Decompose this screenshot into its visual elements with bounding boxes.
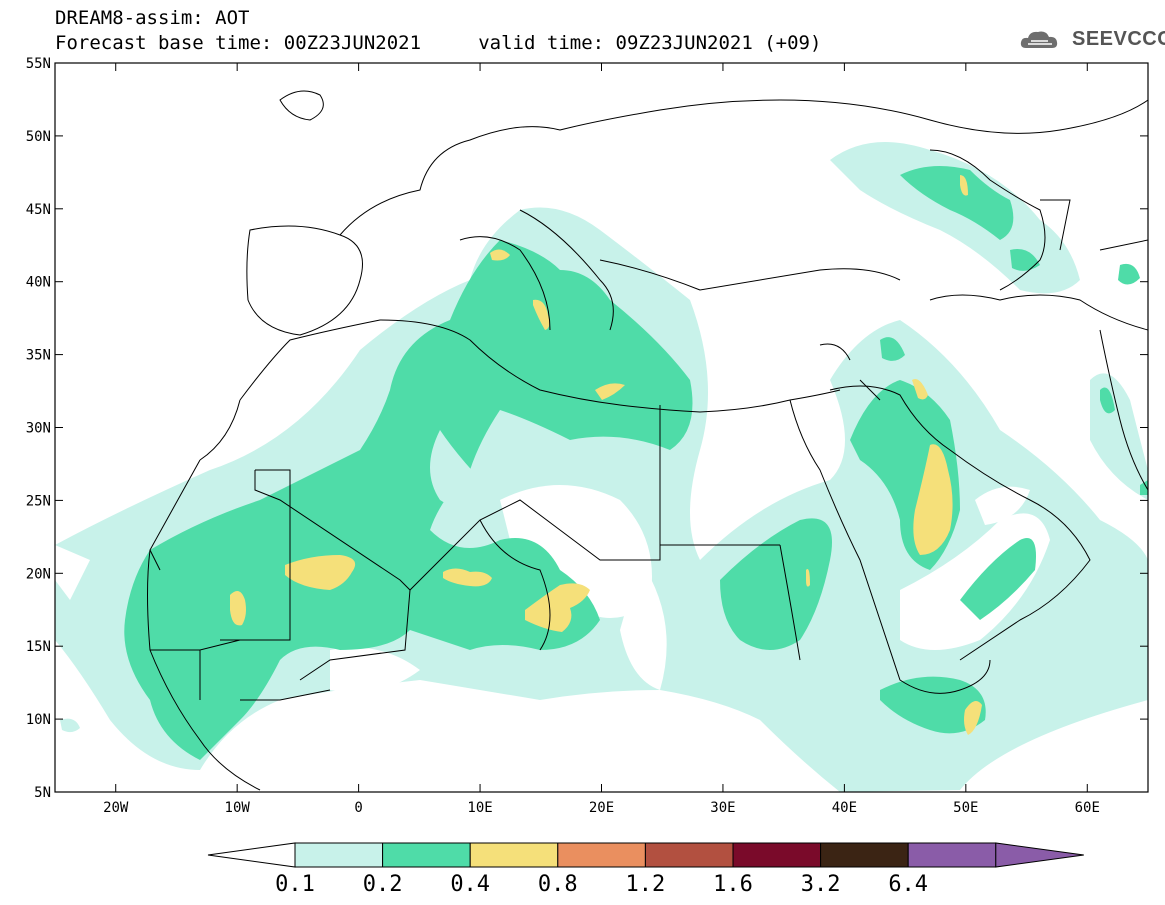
- colorbar-label: 0.8: [538, 872, 578, 897]
- seevccc-logo-text: SEEVCCC: [1072, 28, 1165, 50]
- colorbar-label: 3.2: [801, 872, 841, 897]
- lat-tick-label: 30N: [26, 421, 51, 437]
- lat-tick-label: 55N: [26, 56, 51, 72]
- lat-tick-label: 5N: [34, 785, 51, 801]
- colorbar-label: 6.4: [888, 872, 928, 897]
- lat-tick-label: 15N: [26, 639, 51, 655]
- lat-tick-label: 40N: [26, 275, 51, 291]
- colorbar-swatch: [732, 842, 822, 868]
- coastlines-and-borders: [147, 90, 1148, 791]
- aot-band-0.2-0.4: [124, 166, 1148, 760]
- axis-ticks: 20W 10W 0 10E 20E 30E 40E 50E 60E 5N 10N 15N 20N 25N 3…: [26, 56, 1148, 816]
- colorbar-label: 1.6: [713, 872, 753, 897]
- lat-tick-label: 20N: [26, 566, 51, 582]
- lat-tick-label: 35N: [26, 348, 51, 364]
- colorbar-label: 0.2: [363, 872, 403, 897]
- lon-tick-label: 10W: [225, 800, 251, 816]
- forecast-time-line: Forecast base time: 00Z23JUN2021 valid t…: [55, 32, 822, 54]
- colorbar-swatch: [382, 842, 471, 868]
- colorbar-swatch: [557, 842, 646, 868]
- colorbar-swatch: [294, 842, 384, 868]
- colorbar-max-arrow: [995, 842, 1084, 868]
- colorbar-label: 0.1: [275, 872, 315, 897]
- lon-tick-label: 40E: [832, 800, 857, 816]
- colorbar-swatch: [820, 842, 909, 868]
- cloud-logo-icon: [1020, 31, 1058, 48]
- colorbar-min-arrow: [207, 842, 296, 868]
- lon-tick-label: 0: [354, 800, 362, 816]
- colorbar-swatch: [907, 842, 997, 868]
- colorbar-swatch: [644, 842, 734, 868]
- colorbar-label: 0.4: [450, 872, 490, 897]
- lat-tick-label: 50N: [26, 129, 51, 145]
- lon-tick-label: 60E: [1075, 800, 1100, 816]
- lon-tick-label: 10E: [467, 800, 492, 816]
- lat-tick-label: 45N: [26, 202, 51, 218]
- colorbar-swatch: [469, 842, 559, 868]
- aot-field: [55, 90, 1148, 792]
- lon-tick-label: 20E: [589, 800, 614, 816]
- lon-tick-label: 20W: [103, 800, 129, 816]
- map-title: DREAM8-assim: AOT: [55, 7, 250, 29]
- lat-tick-label: 10N: [26, 712, 51, 728]
- colorbar-label: 1.2: [626, 872, 666, 897]
- lat-tick-label: 25N: [26, 493, 51, 509]
- aot-band-0.4-0.8: [230, 175, 982, 735]
- lon-tick-label: 30E: [710, 800, 735, 816]
- lon-tick-label: 50E: [953, 800, 978, 816]
